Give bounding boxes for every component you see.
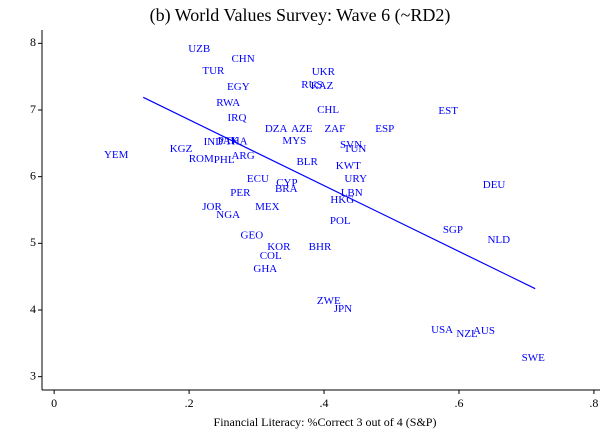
x-tick-label: .6: [454, 396, 463, 410]
point-label: RUS: [301, 79, 322, 91]
point-label: KAZ: [311, 80, 334, 92]
point-label: CYP: [276, 177, 297, 189]
point-label: DEU: [483, 179, 506, 191]
point-label: BHR: [309, 241, 332, 253]
point-label: CHL: [317, 104, 339, 116]
point-label: ECU: [247, 173, 269, 185]
point-label: GHA: [253, 263, 277, 275]
point-label: PAK: [218, 135, 239, 147]
point-label: POL: [330, 215, 351, 227]
point-label: NZL: [456, 328, 478, 340]
point-label: NLD: [487, 234, 510, 246]
x-axis-label: Financial Literacy: %Correct 3 out of 4 …: [214, 415, 437, 429]
y-tick-label: 7: [30, 102, 36, 116]
point-label: TUR: [202, 65, 225, 77]
point-label: ROM: [189, 153, 214, 165]
y-tick-label: 5: [30, 235, 36, 249]
point-label: USA: [431, 324, 453, 336]
point-label: UZB: [188, 43, 210, 55]
point-label: KGZ: [170, 143, 193, 155]
point-label: EGY: [227, 81, 250, 93]
point-label: SGP: [443, 224, 463, 236]
point-label: PHL: [214, 154, 235, 166]
point-label: YEM: [104, 149, 129, 161]
point-label: KWT: [336, 160, 361, 172]
x-tick-label: .2: [185, 396, 194, 410]
point-label: ESP: [375, 123, 394, 135]
point-label: BLR: [296, 156, 318, 168]
chart-title: (b) World Values Survey: Wave 6 (~RD2): [150, 5, 451, 26]
point-label: TUN: [344, 143, 367, 155]
point-label: HKG: [330, 194, 354, 206]
point-label: BRA: [275, 183, 298, 195]
point-label: SWE: [522, 352, 546, 364]
y-tick-label: 8: [30, 35, 36, 49]
y-tick-label: 6: [30, 168, 36, 182]
point-label: GEO: [241, 230, 264, 242]
point-label: PER: [230, 187, 251, 199]
x-tick-label: .8: [589, 396, 598, 410]
point-label: SVN: [340, 139, 362, 151]
point-label: THA: [225, 136, 248, 148]
point-label: ARG: [231, 150, 254, 162]
point-label: AUS: [473, 325, 495, 337]
point-label: UKR: [312, 66, 336, 78]
y-tick-label: 3: [30, 368, 36, 382]
point-label: JOR: [202, 201, 222, 213]
point-label: MYS: [282, 135, 306, 147]
point-label: RWA: [216, 97, 240, 109]
point-label: KOR: [267, 241, 291, 253]
y-tick-label: 4: [30, 302, 36, 316]
point-label: MEX: [255, 201, 280, 213]
point-label: NGA: [216, 209, 240, 221]
fit-line: [142, 96, 536, 290]
x-tick-label: 0: [51, 396, 57, 410]
x-tick-label: .4: [320, 396, 329, 410]
point-label: EST: [438, 105, 458, 117]
point-label: URY: [344, 173, 367, 185]
point-label: ZWE: [317, 295, 341, 307]
point-label: COL: [260, 250, 282, 262]
point-label: CHN: [231, 53, 254, 65]
point-label: DZA: [265, 123, 288, 135]
point-label: JPN: [334, 303, 352, 315]
point-label: IND: [204, 136, 224, 148]
point-label: IRQ: [228, 112, 247, 124]
point-label: ZAF: [324, 123, 345, 135]
point-label: AZE: [291, 123, 313, 135]
